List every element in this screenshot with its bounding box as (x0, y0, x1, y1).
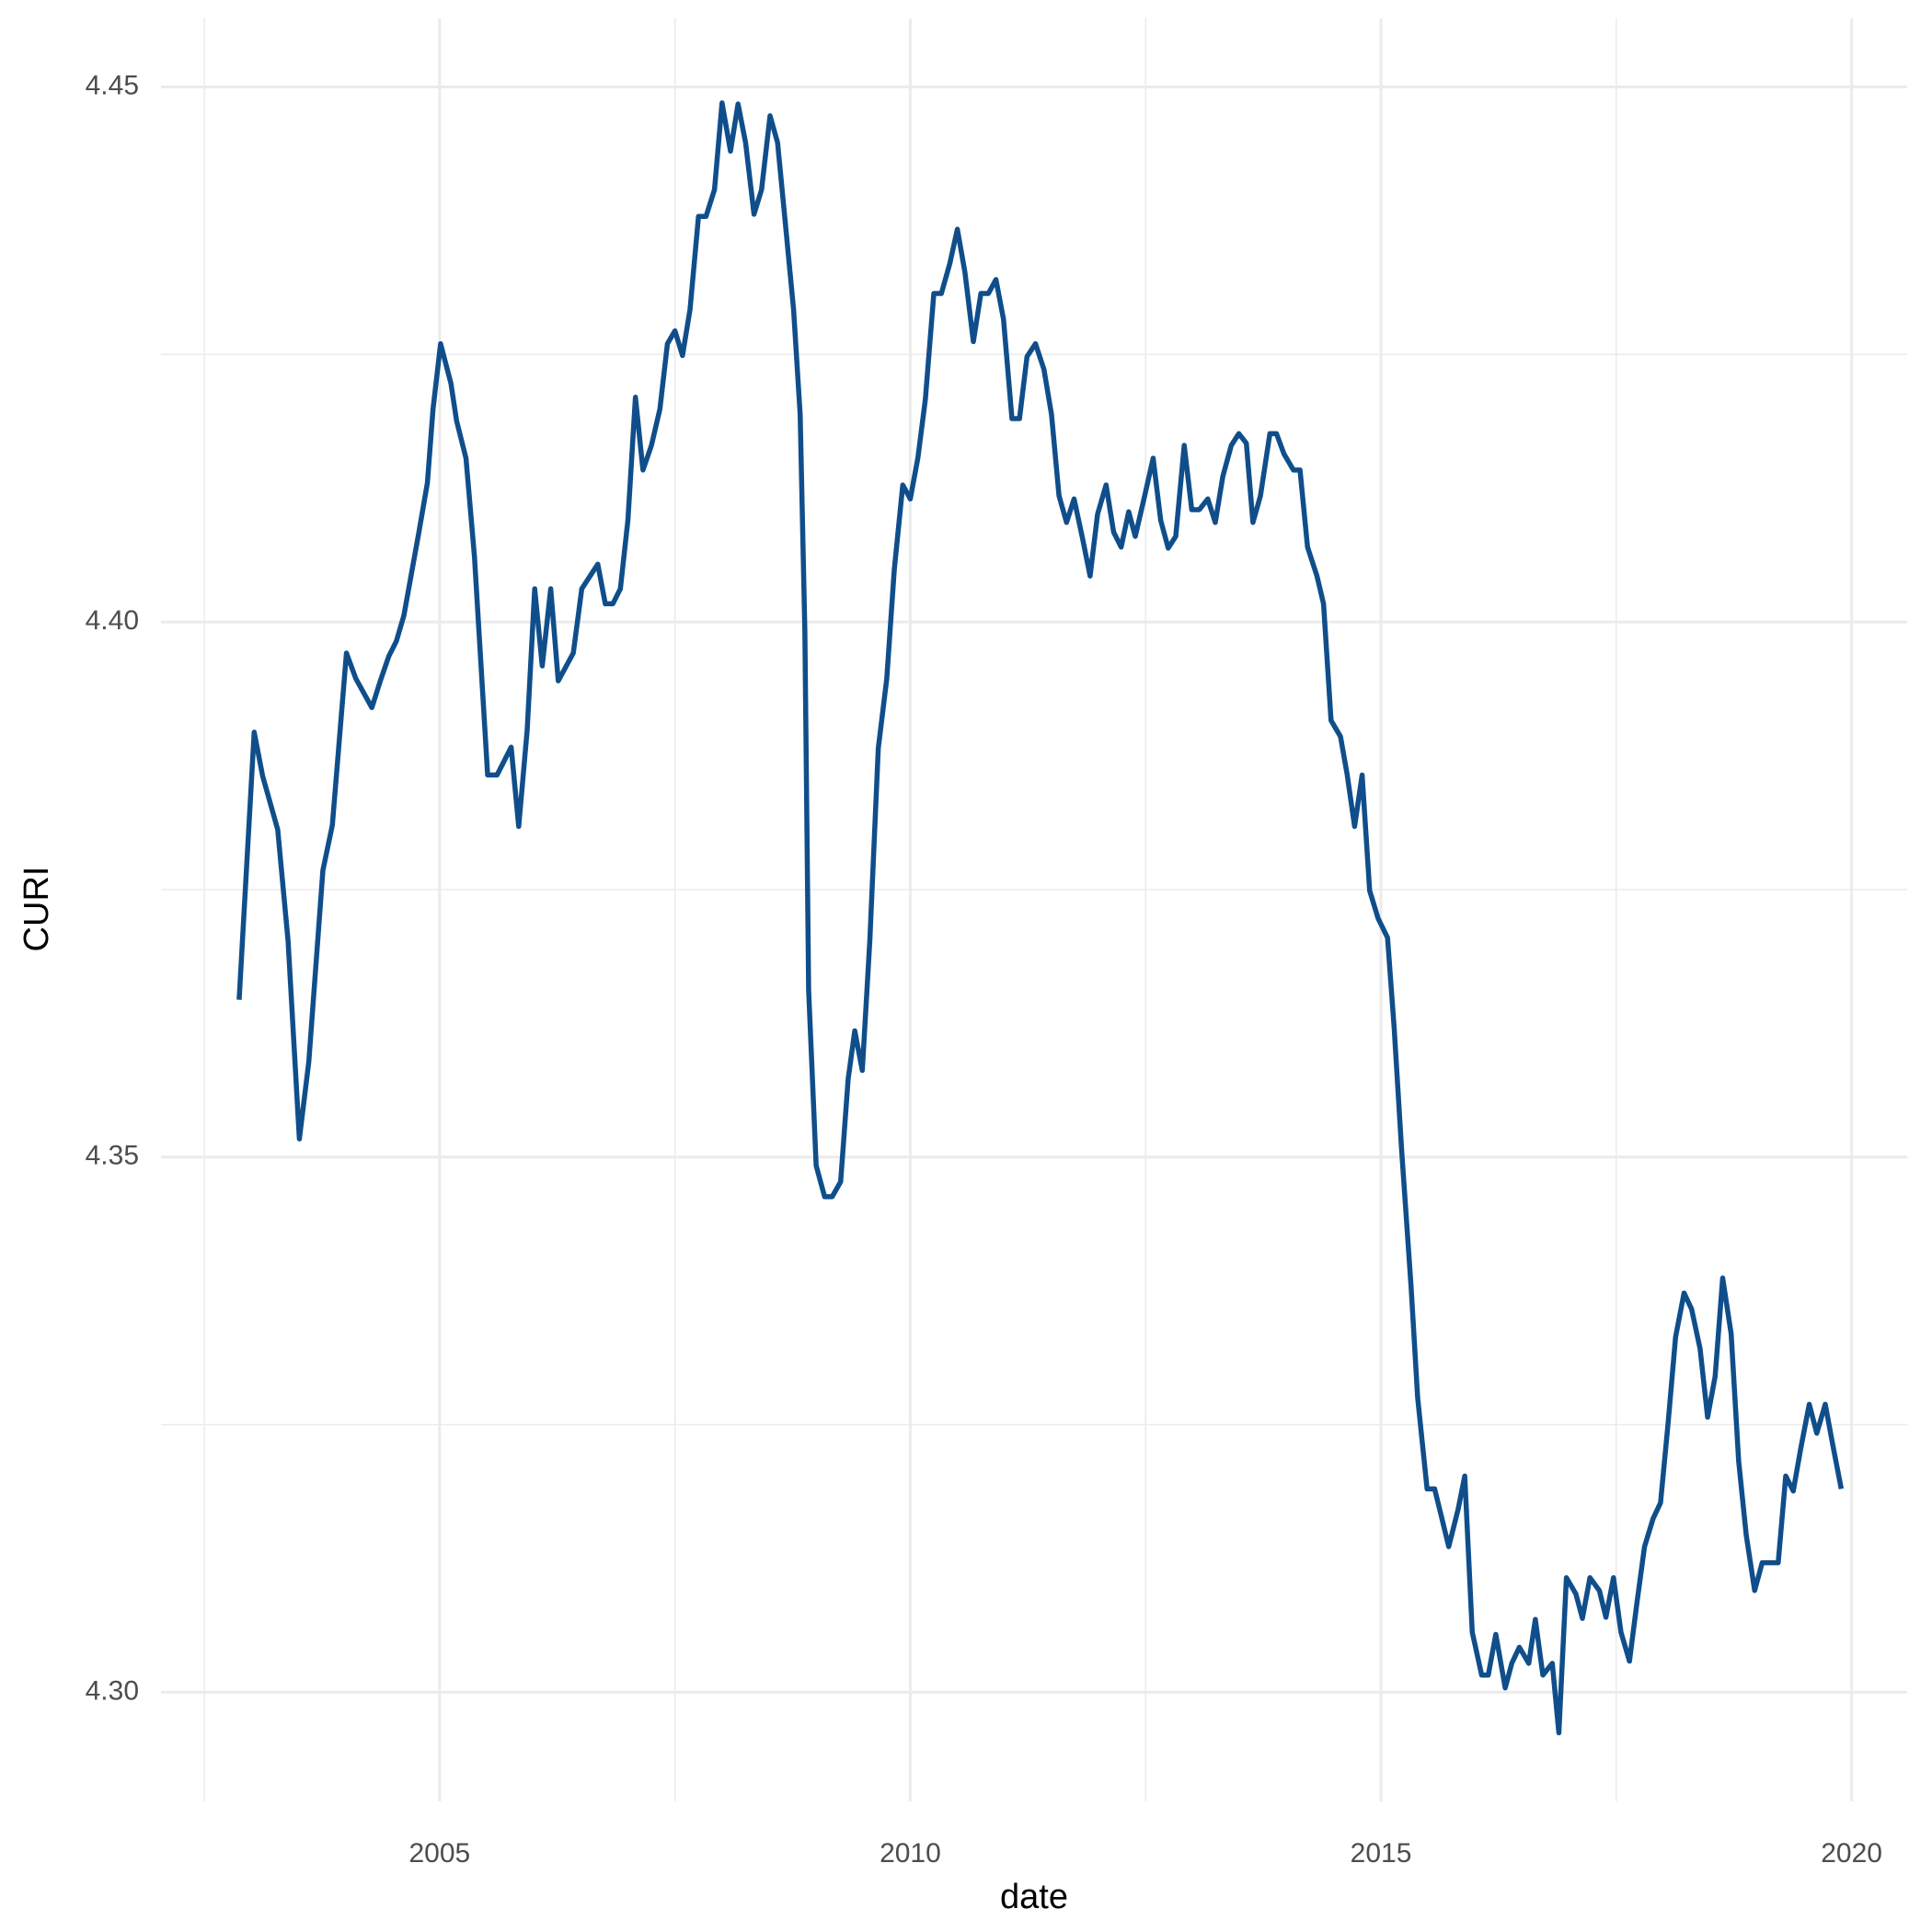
x-axis-title: date (1000, 1878, 1068, 1916)
y-axis-title: CURI (17, 867, 56, 952)
y-tick-label: 4.40 (86, 605, 139, 636)
y-tick-label: 4.45 (86, 70, 139, 100)
x-tick-label: 2020 (1821, 1838, 1882, 1869)
y-tick-label: 4.35 (86, 1141, 139, 1171)
x-tick-label: 2005 (408, 1838, 470, 1869)
data-line (236, 100, 1845, 1736)
x-tick-label: 2015 (1351, 1838, 1412, 1869)
y-tick-label: 4.30 (86, 1675, 139, 1706)
x-tick-label: 2010 (880, 1838, 941, 1869)
